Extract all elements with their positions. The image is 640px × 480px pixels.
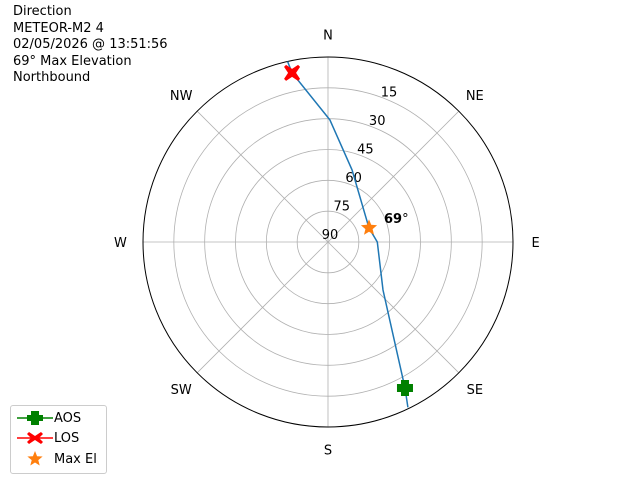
title-line-max-elevation: 69° Max Elevation bbox=[13, 53, 132, 69]
aos-legend-icon bbox=[17, 411, 53, 425]
pass-track-line bbox=[286, 61, 409, 408]
title-line-datetime: 02/05/2026 @ 13:51:56 bbox=[13, 37, 168, 52]
direction-label-s: S bbox=[324, 444, 332, 459]
legend: AOS LOS Max El bbox=[10, 405, 107, 474]
max-el-marker bbox=[360, 219, 378, 235]
radial-tick-label-90: 90 bbox=[322, 228, 339, 243]
grid-spoke-se bbox=[327, 241, 460, 374]
radial-tick-label-30: 30 bbox=[369, 114, 386, 129]
radial-tick-label-15: 15 bbox=[381, 86, 398, 101]
aos-marker bbox=[396, 380, 413, 397]
los-marker bbox=[284, 64, 301, 81]
radial-tick-label-45: 45 bbox=[357, 143, 374, 158]
radial-tick-label-75: 75 bbox=[334, 200, 351, 215]
outer-circle bbox=[142, 56, 514, 428]
direction-label-n: N bbox=[323, 28, 333, 43]
radial-tick-label-60: 60 bbox=[345, 171, 362, 186]
direction-label-w: W bbox=[114, 236, 127, 251]
title-line-satellite: METEOR-M2 4 bbox=[13, 20, 104, 36]
title-line-heading: Northbound bbox=[13, 70, 91, 85]
direction-label-sw: SW bbox=[171, 383, 192, 398]
los-legend-icon bbox=[17, 432, 53, 444]
annotation-value: 69 bbox=[384, 212, 402, 227]
direction-label-nw: NW bbox=[170, 89, 193, 104]
direction-label-e: E bbox=[532, 236, 540, 251]
direction-label-ne: NE bbox=[466, 89, 484, 104]
annotation-degree: ° bbox=[402, 212, 409, 227]
grid-spoke-sw bbox=[196, 241, 329, 374]
direction-label-se: SE bbox=[467, 383, 483, 398]
grid-spoke-ne bbox=[327, 110, 460, 243]
grid-spoke-nw bbox=[196, 110, 329, 243]
chart-title: Direction METEOR-M2 4 02/05/2026 @ 13:51… bbox=[13, 4, 168, 87]
title-line-direction: Direction bbox=[13, 4, 72, 19]
max-el-legend-icon bbox=[27, 451, 43, 466]
max-elevation-annotation: 69° bbox=[384, 212, 409, 227]
